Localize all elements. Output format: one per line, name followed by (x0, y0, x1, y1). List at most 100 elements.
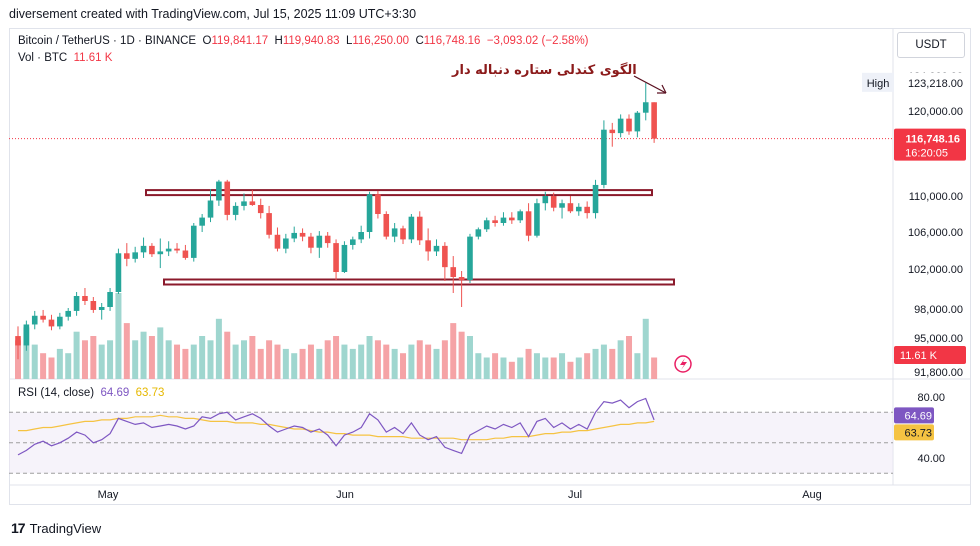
candle-body (517, 211, 523, 221)
candle-body (626, 118, 632, 132)
change-value: −3,093.02 (−2.58%) (486, 35, 589, 47)
rsi-badge (894, 407, 934, 424)
candle-body (324, 235, 331, 244)
volume-bar (132, 340, 139, 379)
volume-bar (600, 344, 607, 379)
candle-body (249, 201, 256, 205)
volume-bar (617, 340, 624, 379)
volume-bar (148, 336, 155, 379)
candle-body (107, 292, 113, 307)
low-value: 116,250.00 (352, 35, 410, 47)
rsi-label[interactable]: RSI (14, close) (18, 387, 95, 399)
countdown-label: 16:20:05 (905, 148, 948, 160)
candle-body (483, 220, 490, 230)
high-badge-label: High (867, 78, 890, 90)
volume-bar (483, 357, 490, 379)
high-value-label: 123,218.00 (908, 78, 963, 90)
volume-bar (282, 348, 289, 379)
open-label: O (202, 35, 212, 47)
volume-bar (123, 323, 130, 379)
candle-body (433, 245, 440, 252)
rsi-legend: RSI (14, close) 64.69 63.73 (18, 387, 164, 399)
candle-body (216, 181, 222, 201)
candle-body (383, 214, 390, 237)
volume-bar (31, 344, 38, 379)
candle-body (182, 250, 189, 258)
volume-bar (190, 344, 197, 379)
volume-bar (81, 340, 88, 379)
volume-bar (642, 318, 649, 379)
candle-body (458, 277, 465, 280)
symbol-name[interactable]: Bitcoin / TetherUS · 1D · BINANCE (18, 35, 197, 47)
volume-bar (23, 327, 30, 379)
rsi-tick-label: 80.00 (917, 392, 945, 404)
candle-body (509, 217, 515, 221)
candle-body (601, 129, 607, 185)
volume-bar (466, 336, 473, 379)
chart-caption: diversement created with TradingView.com… (9, 7, 417, 21)
candle-body (65, 310, 72, 317)
candle-body (450, 267, 457, 277)
rsi-ma-badge-label: 63.73 (904, 427, 932, 439)
volume-bar (366, 336, 373, 379)
volume-bar (65, 353, 72, 379)
volume-bar (383, 344, 390, 379)
price-tick-label: 95,000.00 (914, 333, 963, 345)
volume-bar (358, 344, 365, 379)
footer-brand: TradingView (29, 520, 102, 536)
volume-label[interactable]: Vol · BTC (18, 52, 68, 64)
candle-body (224, 181, 231, 215)
volume-bar (207, 340, 214, 379)
candle-body (266, 213, 272, 235)
volume-bar (73, 331, 80, 379)
candle-body (207, 200, 214, 218)
volume-bar (458, 331, 465, 379)
volume-bar (299, 348, 306, 379)
candle-body (534, 203, 540, 236)
volume-bar (559, 353, 566, 379)
volume-bar (182, 348, 189, 379)
rsi-badge-label: 64.69 (904, 410, 932, 422)
candle-body (157, 251, 164, 255)
volume-bar (374, 340, 381, 379)
candle-body (98, 307, 105, 310)
candle-body (316, 235, 323, 248)
annotation-text: الگوی کندلی ستاره دنباله دار (452, 63, 637, 78)
candle-body (391, 228, 398, 237)
time-tick-label: Aug (802, 489, 822, 501)
candle-body (442, 245, 448, 268)
price-tick-label: 106,000.00 (908, 227, 963, 239)
candle-body (124, 253, 130, 259)
volume-bar (324, 340, 331, 379)
candle-body (400, 228, 406, 240)
volume-bar (475, 353, 482, 379)
candle-body (291, 232, 298, 239)
candle-body (15, 336, 21, 346)
volume-bar (90, 336, 97, 379)
candle-body (358, 232, 364, 240)
chart-frame (9, 28, 971, 505)
candle-body (333, 243, 339, 272)
candle-body (475, 229, 482, 237)
candle-body (617, 118, 624, 134)
candle-body (40, 315, 46, 320)
high-badge (862, 72, 894, 92)
candle-body (48, 319, 55, 327)
volume-bar (307, 344, 314, 379)
volume-bar (333, 336, 340, 379)
candle-body (500, 217, 507, 223)
time-tick-label: Jul (568, 489, 582, 501)
rsi-ma-value: 63.73 (135, 387, 165, 399)
time-tick-label: Jun (336, 489, 354, 501)
volume-bar (651, 357, 658, 379)
price-tick-label: 91,800.00 (914, 367, 963, 379)
price-tick-label: 110,000.00 (909, 191, 963, 203)
currency-button[interactable]: USDT (897, 32, 965, 58)
price-tick-label: 98,000.00 (914, 304, 963, 316)
candle-body (299, 232, 306, 237)
volume-bar (157, 327, 164, 379)
volume-bar (199, 336, 206, 379)
candle-body (366, 194, 373, 232)
candle-body (165, 248, 172, 252)
